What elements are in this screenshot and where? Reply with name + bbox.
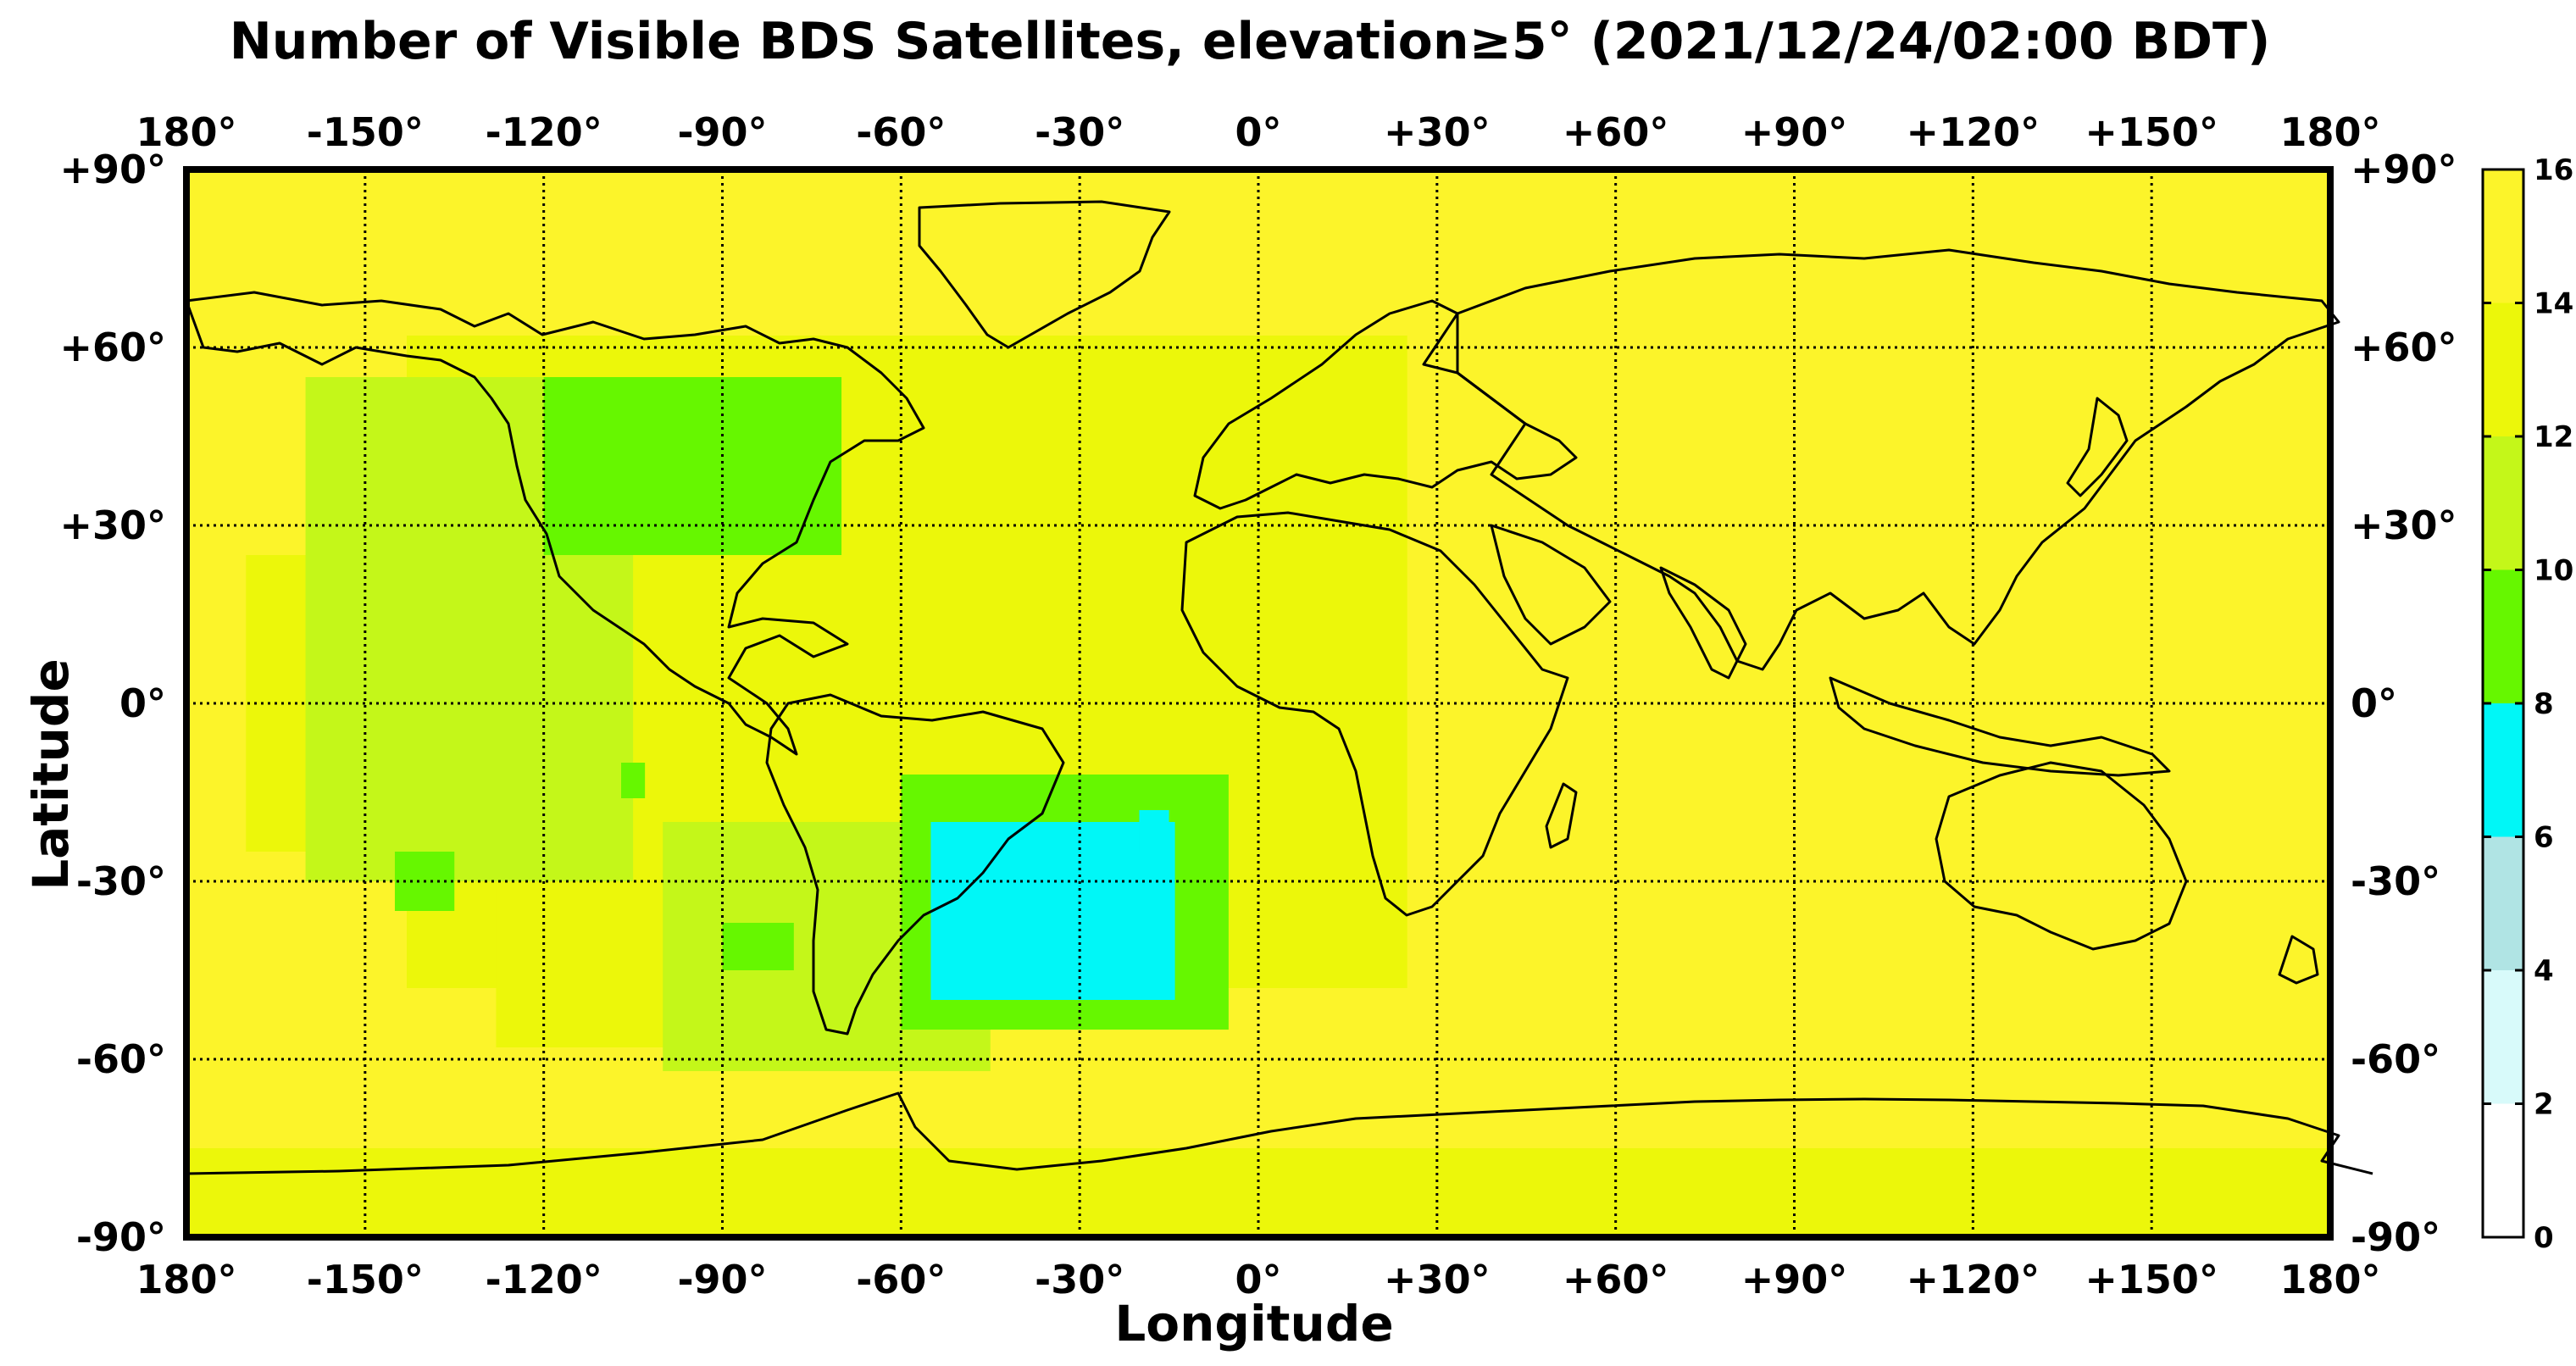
coastline-asia: [1456, 248, 2340, 671]
map-frame: [183, 166, 2334, 1241]
x-tick-label-top: +90°: [1741, 109, 1848, 155]
colorbar-tick-label: 4: [2534, 954, 2554, 988]
coastline-japan: [2066, 397, 2129, 497]
colorbar-segment: [2483, 836, 2523, 970]
coastline-africa: [1180, 511, 1569, 917]
y-tick-label-right: +90°: [2351, 147, 2457, 192]
graticule: [186, 169, 2330, 1237]
x-tick-label-bottom: +60°: [1563, 1257, 1669, 1302]
colorbar-tick-label: 10: [2534, 554, 2573, 588]
colorbar-tick-label: 12: [2534, 420, 2573, 454]
colorbar-tick-label: 8: [2534, 687, 2554, 721]
y-tick-label-left: +60°: [59, 325, 166, 370]
x-tick-label-top: -150°: [307, 109, 424, 155]
colorbar-tick-label: 2: [2534, 1088, 2554, 1122]
field-region: [543, 377, 842, 555]
y-tick-label-right: -90°: [2351, 1214, 2440, 1260]
colorbar-tick-label: 6: [2534, 821, 2554, 855]
colorbar-tick-label: 16: [2534, 153, 2573, 187]
chart-title: Number of Visible BDS Satellites, elevat…: [229, 12, 2271, 71]
x-tick-label-top: -120°: [486, 109, 602, 155]
y-tick-label-right: -30°: [2351, 858, 2440, 904]
x-tick-label-bottom: 180°: [2279, 1257, 2380, 1302]
colorbar-tick-label: 0: [2534, 1221, 2554, 1255]
field-region: [930, 822, 1175, 1000]
colorbar-segment: [2483, 703, 2523, 837]
x-tick-label-bottom: +90°: [1741, 1257, 1848, 1302]
y-tick-label-right: -60°: [2351, 1036, 2440, 1082]
y-tick-label-left: -30°: [76, 858, 166, 904]
colorbar-segment: [2483, 1103, 2523, 1237]
x-tick-label-top: +30°: [1384, 109, 1491, 155]
x-tick-label-bottom: -60°: [856, 1257, 946, 1302]
y-tick-label-right: +30°: [2351, 503, 2457, 548]
coastline-australia: [1935, 761, 2188, 951]
x-tick-label-bottom: +150°: [2085, 1257, 2218, 1302]
x-tick-label-top: -90°: [677, 109, 767, 155]
coastline-south-america: [765, 693, 1065, 1036]
y-tick-label-left: +30°: [59, 503, 166, 548]
coastline-north-america: [185, 291, 925, 756]
coastline-arabia: [1490, 524, 1612, 646]
y-tick-label-right: +60°: [2351, 325, 2457, 370]
x-tick-label-top: +60°: [1563, 109, 1669, 155]
coastline-europe: [1193, 299, 1578, 510]
x-tick-label-top: -60°: [856, 109, 946, 155]
y-tick-label-left: -90°: [76, 1214, 166, 1260]
x-tick-label-bottom: +120°: [1907, 1257, 2040, 1302]
x-tick-label-top: 180°: [2279, 109, 2380, 155]
colorbar-segment: [2483, 436, 2523, 570]
colorbar-segment: [2483, 303, 2523, 436]
coastline-greenland: [918, 200, 1171, 349]
x-tick-label-top: 180°: [136, 109, 236, 155]
y-tick-label-left: +90°: [59, 147, 166, 192]
coastlines: [185, 200, 2373, 1175]
x-tick-label-top: +120°: [1907, 109, 2040, 155]
x-tick-label-bottom: -90°: [677, 1257, 767, 1302]
x-tick-label-top: 0°: [1235, 109, 1281, 155]
coastline-madagascar: [1545, 782, 1578, 849]
x-tick-label-bottom: 180°: [136, 1257, 236, 1302]
colorbar-tick-label: 14: [2534, 287, 2573, 321]
colorbar-segment: [2483, 169, 2523, 303]
coastline-india: [1659, 566, 1747, 680]
coastline-new-zealand: [2278, 935, 2319, 985]
x-tick-label-top: +150°: [2085, 109, 2218, 155]
x-axis-label: Longitude: [1114, 1295, 1394, 1352]
colorbar: 0 2 4 6 8 10 12 14 16: [2481, 153, 2573, 1255]
x-tick-label-bottom: -30°: [1035, 1257, 1124, 1302]
y-tick-label-left: -60°: [76, 1036, 166, 1082]
x-tick-label-bottom: -120°: [486, 1257, 602, 1302]
coastline-antarctica: [186, 1091, 2373, 1175]
field-region: [1139, 810, 1169, 852]
coastline-indonesia: [1829, 676, 2171, 777]
x-tick-label-bottom: -150°: [307, 1257, 424, 1302]
y-tick-label-left: 0°: [119, 680, 166, 726]
x-tick-label-top: -30°: [1035, 109, 1124, 155]
x-tick-label-bottom: 0°: [1235, 1257, 1281, 1302]
field-region: [621, 763, 646, 798]
axis-ticks: 180° 180° -150° -150° -120° -120° -90° -90° -60°…: [59, 109, 2457, 1302]
colorbar-segment: [2483, 569, 2523, 703]
field-region: [722, 923, 794, 970]
colorbar-segment: [2483, 970, 2523, 1104]
y-tick-label-right: 0°: [2351, 680, 2397, 726]
x-tick-label-bottom: +30°: [1384, 1257, 1491, 1302]
y-axis-label: Latitude: [22, 658, 80, 891]
